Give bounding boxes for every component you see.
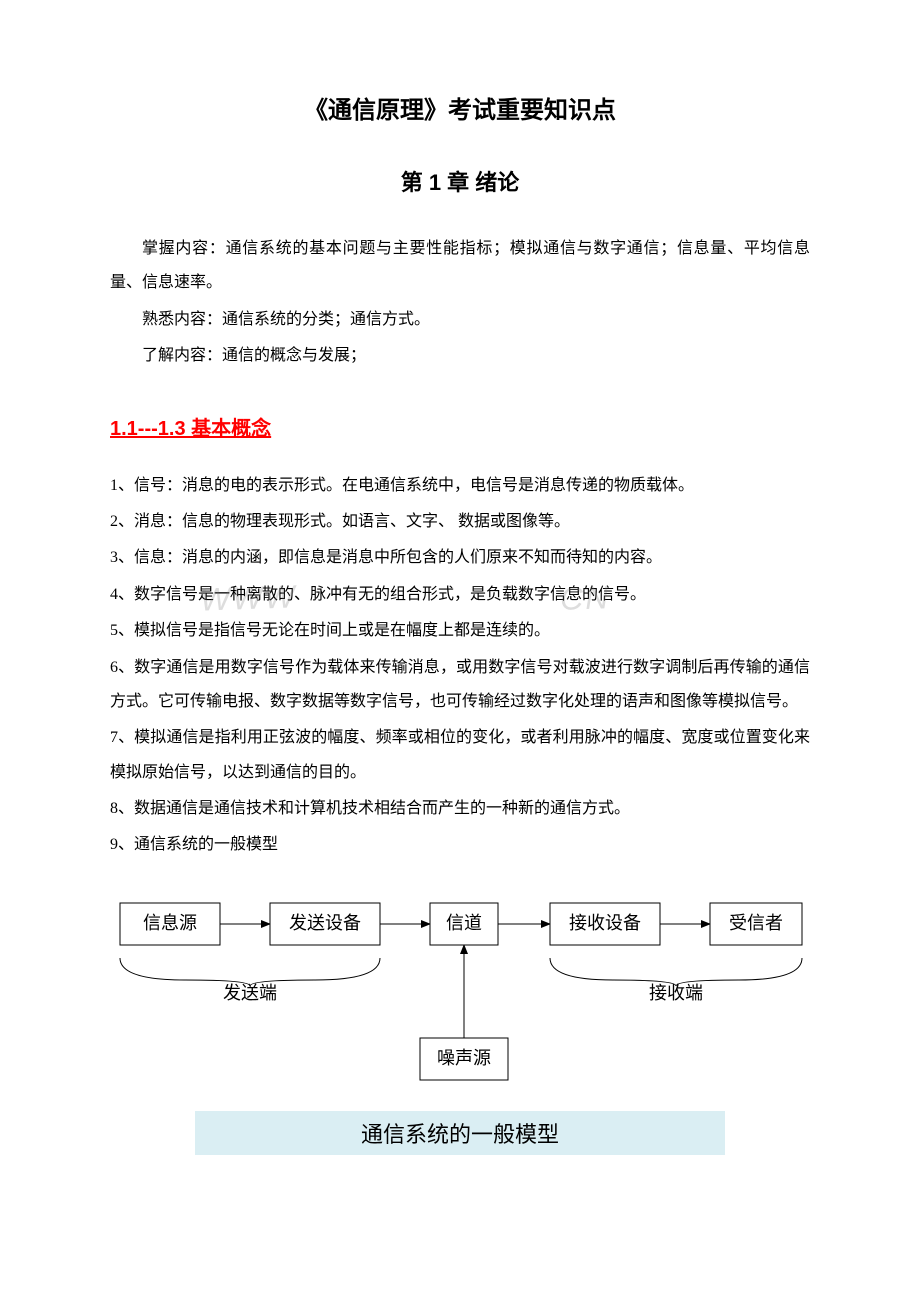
list-item-2: 2、消息：信息的物理表现形式。如语言、文字、 数据或图像等。 xyxy=(110,505,810,539)
page-title: 《通信原理》考试重要知识点 xyxy=(110,90,810,125)
list-item-3: 3、信息：消息的内涵，即信息是消息中所包含的人们原来不知而待知的内容。 xyxy=(110,541,810,575)
intro-p1: 掌握内容：通信系统的基本问题与主要性能指标；模拟通信与数字通信；信息量、平均信息… xyxy=(110,232,810,301)
diagram-container: 发送端 接收端 信息源 发送设备 信道 接收设备 受信者噪声源 通信系统的一般模型 xyxy=(110,883,810,1155)
svg-text:接收端: 接收端 xyxy=(649,983,703,1003)
svg-text:发送端: 发送端 xyxy=(223,983,277,1003)
list-item-4: 4、数字信号是一种离散的、脉冲有无的组合形式，是负载数字信息的信号。 xyxy=(110,578,810,612)
list-item-6: 6、数字通信是用数字信号作为载体来传输消息，或用数字信号对载波进行数字调制后再传… xyxy=(110,651,810,720)
diagram-caption: 通信系统的一般模型 xyxy=(195,1111,725,1155)
svg-text:信息源: 信息源 xyxy=(143,913,197,933)
chapter-subtitle: 第 1 章 绪论 xyxy=(110,165,810,197)
list-item-8: 8、数据通信是通信技术和计算机技术相结合而产生的一种新的通信方式。 xyxy=(110,792,810,826)
list-item-1: 1、信号：消息的电的表示形式。在电通信系统中，电信号是消息传递的物质载体。 xyxy=(110,469,810,503)
flowchart-diagram: 发送端 接收端 信息源 发送设备 信道 接收设备 受信者噪声源 xyxy=(110,883,810,1103)
list-item-7: 7、模拟通信是指利用正弦波的幅度、频率或相位的变化，或者利用脉冲的幅度、宽度或位… xyxy=(110,721,810,790)
section-header: 1.1---1.3 基本概念 xyxy=(110,412,810,441)
svg-text:受信者: 受信者 xyxy=(729,913,783,933)
svg-text:噪声源: 噪声源 xyxy=(437,1048,491,1068)
svg-text:发送设备: 发送设备 xyxy=(289,913,361,933)
svg-text:接收设备: 接收设备 xyxy=(569,913,641,933)
list-item-5: 5、模拟信号是指信号无论在时间上或是在幅度上都是连续的。 xyxy=(110,614,810,648)
svg-text:信道: 信道 xyxy=(446,913,482,933)
intro-p3: 了解内容：通信的概念与发展； xyxy=(110,339,810,373)
intro-p2: 熟悉内容：通信系统的分类；通信方式。 xyxy=(110,303,810,337)
list-item-9: 9、通信系统的一般模型 xyxy=(110,828,810,862)
